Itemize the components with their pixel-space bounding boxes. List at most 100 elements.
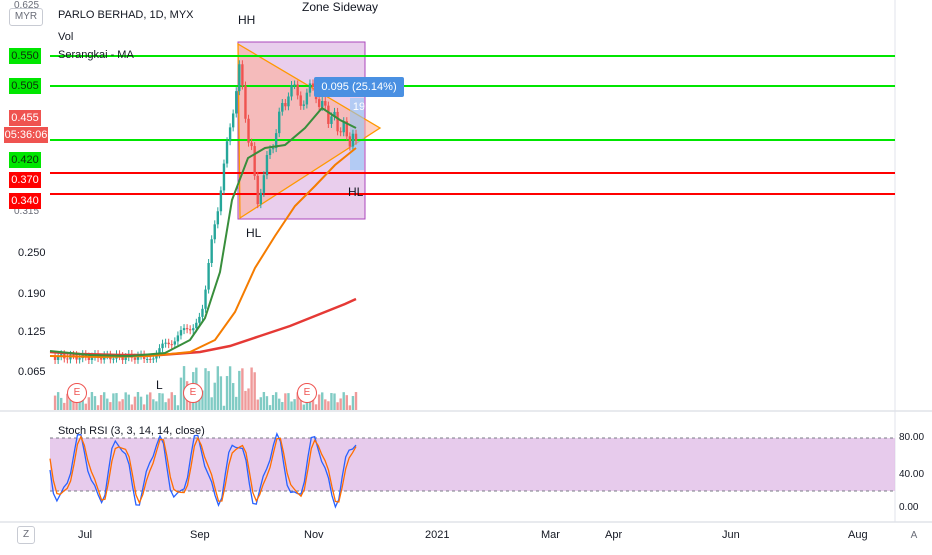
candle-body — [53, 357, 57, 360]
candle-body — [188, 329, 192, 331]
candle-body — [351, 133, 355, 147]
xtick: Jul — [78, 529, 93, 541]
volume-bar — [176, 405, 180, 410]
volume-bar — [201, 390, 204, 410]
volume-bar — [149, 392, 152, 410]
candle-body — [155, 354, 158, 359]
volume-bar — [112, 393, 115, 410]
volume-bar — [305, 396, 309, 410]
symbol-title[interactable]: PARLO BERHAD, 1D, MYX — [58, 9, 194, 21]
ytick: 0.065 — [18, 366, 46, 378]
price-tag-340: 0.340 — [9, 193, 41, 209]
volume-bar — [210, 397, 213, 410]
volume-bar — [130, 404, 134, 410]
volume-bar — [259, 397, 263, 410]
auto-scale-button[interactable]: A — [906, 528, 922, 544]
candle-body — [345, 121, 348, 137]
candle-body — [66, 358, 69, 360]
candle-body — [170, 344, 173, 346]
candle-body — [250, 142, 253, 147]
stoch-tick: 40.00 — [899, 469, 925, 480]
candle-body — [201, 308, 204, 317]
volume-bar — [109, 402, 112, 410]
volume-bar — [336, 402, 339, 410]
volume-bar — [284, 393, 287, 410]
volume-bar — [345, 395, 348, 410]
volume-bar — [268, 405, 272, 410]
candle-body — [339, 131, 342, 133]
volume-bar — [188, 399, 192, 410]
ytick: 0.315 — [14, 206, 40, 217]
candle-body — [336, 111, 339, 132]
volume-bar — [351, 396, 355, 410]
stoch-tick: 0.00 — [899, 502, 919, 513]
volume-bar — [99, 395, 103, 410]
annotation-zone: Zone Sideway — [302, 0, 379, 14]
candle-body — [198, 316, 201, 323]
volume-bar — [302, 404, 305, 410]
volume-bar — [87, 397, 91, 410]
volume-bar — [121, 399, 124, 410]
volume-bar — [53, 395, 57, 410]
ytick: 0.125 — [18, 326, 46, 338]
candle-body — [293, 84, 296, 86]
ytick: 0.625 — [14, 0, 40, 11]
candle-body — [90, 356, 94, 360]
candle-body — [112, 358, 115, 360]
candle-body — [161, 343, 164, 349]
volume-bar — [299, 394, 302, 410]
volume-bar — [342, 392, 345, 410]
volume-bar — [293, 399, 296, 410]
volume-bar — [321, 392, 324, 410]
candle-body — [268, 149, 272, 156]
candle-body — [179, 330, 183, 336]
volume-bar — [161, 393, 164, 410]
candle-body — [56, 356, 60, 360]
volume-bar — [330, 393, 333, 410]
candle-body — [238, 64, 241, 92]
candle-body — [158, 348, 161, 355]
stoch-legend[interactable]: Stoch RSI (3, 3, 14, 14, close) — [58, 425, 205, 437]
candle-body — [296, 84, 299, 96]
candle-body — [278, 111, 281, 134]
xtick: Nov — [304, 529, 324, 541]
candle-body — [182, 328, 186, 331]
candle-body — [192, 328, 195, 331]
candle-body — [311, 83, 315, 87]
vol-legend[interactable]: Vol — [58, 31, 74, 43]
volume-bar — [247, 388, 250, 410]
stoch-tick: 80.00 — [899, 432, 925, 443]
volume-bar — [287, 393, 290, 410]
stoch-d-line — [49, 435, 357, 505]
candle-body — [152, 358, 155, 360]
earnings-marker[interactable]: E — [297, 383, 317, 403]
annotation-hl-right: HL — [348, 185, 364, 199]
volume-bar — [75, 399, 78, 410]
candle-body — [210, 239, 213, 263]
candle-body — [244, 85, 247, 119]
volume-bar — [250, 367, 253, 410]
ma-legend[interactable]: Serangkai - MA — [58, 49, 134, 61]
volume-bar — [72, 400, 75, 410]
volume-bar — [96, 405, 100, 410]
volume-bar — [136, 392, 140, 410]
earnings-marker[interactable]: E — [183, 383, 203, 403]
volume-bar — [348, 405, 352, 410]
price-tag-455: 0.455 — [9, 110, 41, 126]
volume-bar — [142, 404, 146, 410]
volume-bar — [225, 376, 229, 410]
zoom-button[interactable]: Z — [17, 526, 35, 544]
price-tag-420: 0.420 — [9, 152, 41, 168]
candle-body — [231, 113, 235, 128]
volume-bar — [155, 401, 158, 410]
volume-bar — [84, 403, 87, 410]
currency-button[interactable]: MYR — [9, 8, 43, 26]
candle-body — [330, 116, 333, 124]
candle-body — [207, 262, 210, 290]
volume-bar — [145, 394, 149, 410]
candle-body — [308, 83, 312, 93]
earnings-marker[interactable]: E — [67, 383, 87, 403]
candle-body — [287, 96, 290, 107]
candle-body — [284, 103, 287, 107]
